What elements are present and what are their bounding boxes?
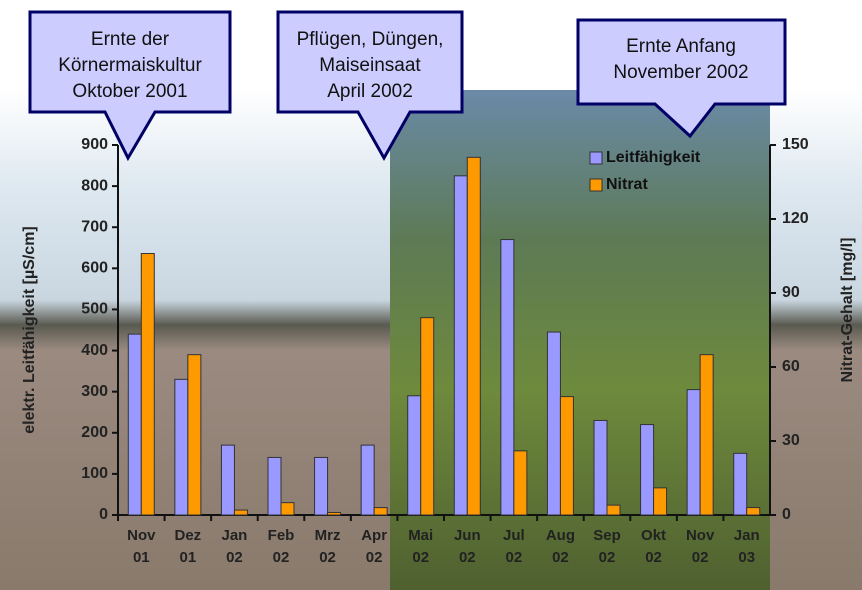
x-tick-label: Jun 02 — [453, 527, 481, 566]
bar — [407, 395, 422, 516]
bar — [233, 509, 248, 516]
y2-tick-label: 30 — [782, 432, 800, 449]
callout-box — [276, 10, 464, 162]
x-tick-label: Mrz 02 — [314, 527, 341, 566]
bar — [187, 354, 202, 516]
bar — [140, 253, 155, 516]
annotation: Pflügen, Düngen, — [297, 29, 444, 50]
y-tick-label: 700 — [81, 218, 108, 235]
legend-label: Leitfähigkeit — [606, 149, 701, 166]
bar — [640, 424, 655, 516]
bar — [453, 175, 468, 516]
bar — [280, 502, 295, 516]
y-axis-label: elektr. Leitfähigkeit [µS/cm] — [21, 226, 38, 434]
bar — [686, 389, 701, 516]
bar — [733, 452, 748, 516]
annotation: November 2002 — [613, 62, 748, 83]
y-tick-label: 200 — [81, 424, 108, 441]
bar — [127, 333, 142, 516]
y-tick-label: 400 — [81, 342, 108, 359]
x-tick-label: Jan 03 — [733, 527, 760, 566]
bar — [327, 512, 342, 516]
bar — [360, 444, 375, 516]
y-tick-label: 800 — [81, 177, 108, 194]
bar — [466, 156, 481, 516]
bar — [559, 396, 574, 516]
annotation: Oktober 2001 — [72, 81, 187, 102]
y2-tick-label: 120 — [782, 210, 809, 227]
x-tick-label: Jul 02 — [503, 527, 525, 566]
legend-label: Nitrat — [606, 176, 648, 193]
callout-box — [576, 18, 787, 139]
y-tick-label: 500 — [81, 301, 108, 318]
y-tick-label: 100 — [81, 465, 108, 482]
y2-tick-label: 60 — [782, 358, 800, 375]
y2-axis-label: Nitrat-Gehalt [mg/l] — [839, 238, 856, 383]
x-tick-label: Mai 02 — [408, 527, 434, 566]
bar — [314, 456, 329, 516]
y-tick-label: 900 — [81, 136, 108, 153]
bar — [699, 354, 714, 516]
bar — [593, 419, 608, 516]
annotation: April 2002 — [327, 81, 413, 102]
legend-swatch — [589, 151, 603, 165]
annotation: Ernte Anfang — [626, 36, 736, 57]
legend-swatch — [589, 178, 603, 192]
x-tick-label: Nov 02 — [685, 527, 715, 566]
x-tick-label: Feb 02 — [267, 527, 295, 566]
y2-tick-label: 0 — [782, 506, 791, 523]
bar — [174, 378, 189, 516]
x-tick-label: Nov 01 — [127, 527, 156, 566]
bar — [606, 504, 621, 516]
y2-tick-label: 150 — [782, 136, 809, 153]
bar — [420, 317, 435, 516]
x-tick-label: Jan 02 — [221, 527, 248, 566]
x-tick-label: Dez 01 — [174, 527, 202, 566]
bar — [220, 444, 235, 516]
y-tick-label: 600 — [81, 260, 108, 277]
x-tick-label: Sep 02 — [593, 527, 621, 566]
bar — [513, 450, 528, 516]
y-tick-label: 0 — [99, 506, 108, 523]
bar — [746, 507, 761, 516]
bar — [653, 487, 668, 516]
y-tick-label: 300 — [81, 383, 108, 400]
annotation: Körnermaiskultur — [58, 55, 202, 76]
annotation: Maiseinsaat — [319, 55, 421, 76]
y2-tick-label: 90 — [782, 284, 800, 301]
x-tick-label: Apr 02 — [361, 527, 388, 566]
bar — [500, 239, 515, 516]
bar — [267, 456, 282, 516]
bar — [373, 507, 388, 516]
x-tick-label: Okt 02 — [641, 527, 667, 566]
annotation: Ernte der — [91, 29, 170, 50]
callout-box — [28, 10, 232, 162]
bar — [546, 331, 561, 516]
x-tick-label: Aug 02 — [545, 527, 575, 566]
callouts — [28, 10, 787, 162]
